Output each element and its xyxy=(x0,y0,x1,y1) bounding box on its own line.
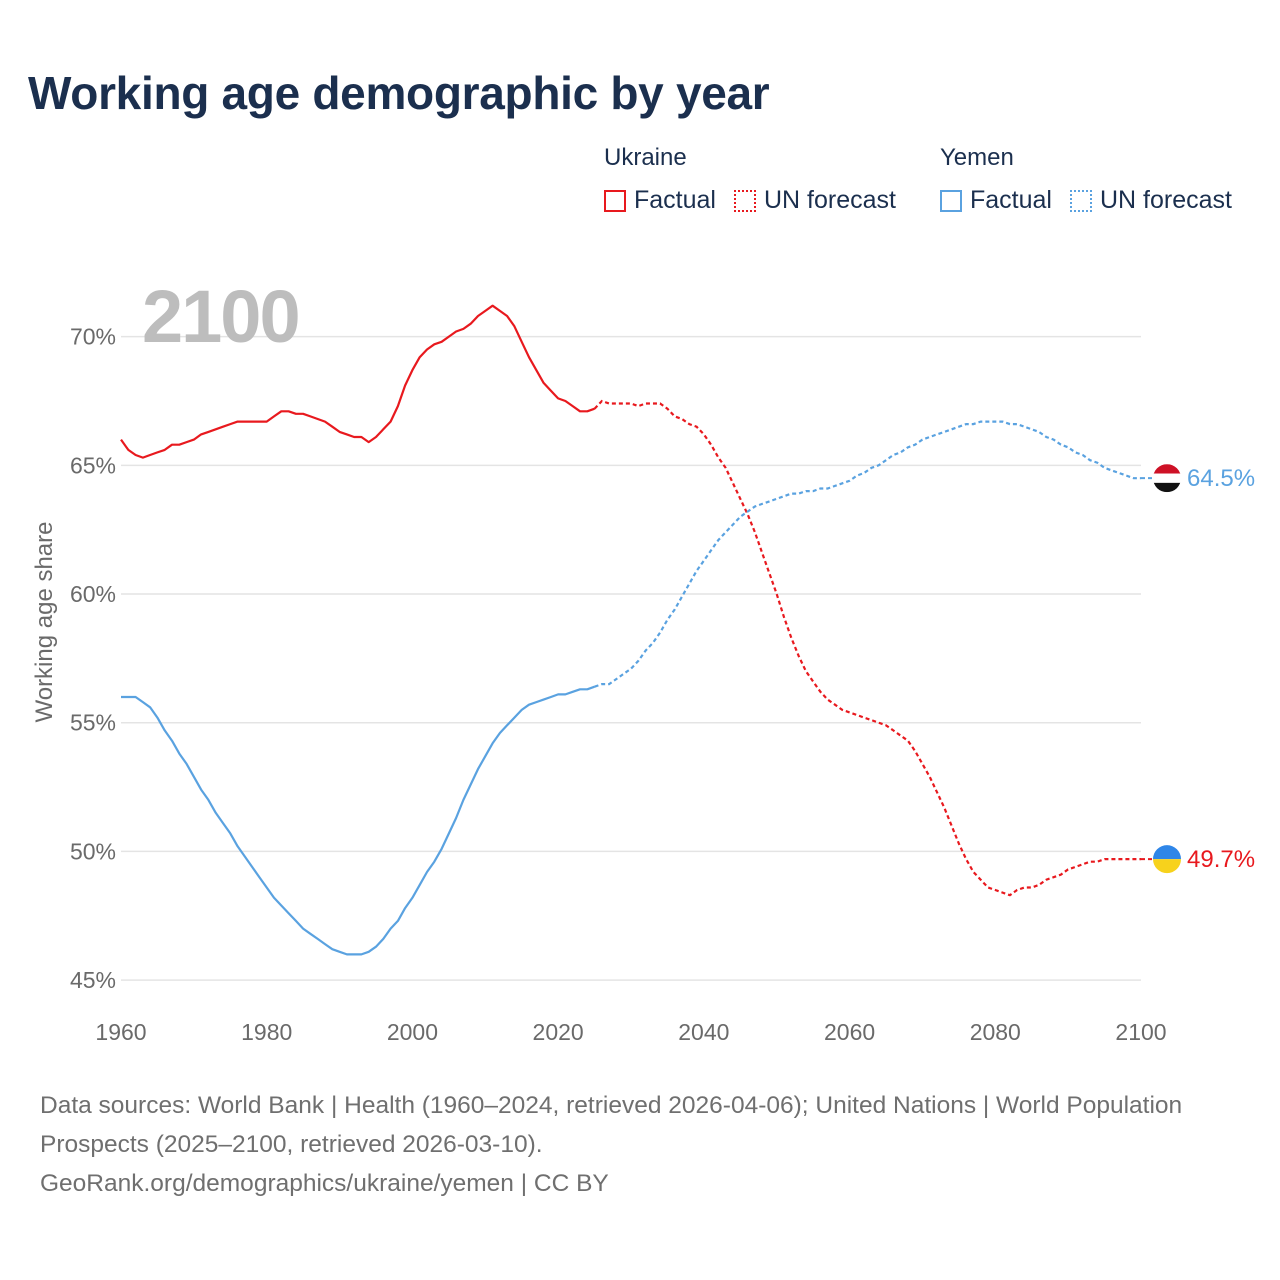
x-tick-label: 1960 xyxy=(95,1019,146,1045)
legend-item-ukraine-factual[interactable]: Factual xyxy=(604,186,716,215)
x-tick-label: 2020 xyxy=(533,1019,584,1045)
legend-group-ukraine: Ukraine Factual UN forecast xyxy=(604,144,914,215)
legend-item-yemen-forecast[interactable]: UN forecast xyxy=(1069,186,1232,215)
year-watermark: 2100 xyxy=(142,275,299,358)
series-line-ukraine-forecast[interactable] xyxy=(593,399,1141,897)
end-value-label-yemen: 64.5% xyxy=(1187,465,1255,492)
y-tick-label: 60% xyxy=(70,581,116,607)
y-axis-label: Working age share xyxy=(31,522,58,723)
legend-swatch-solid xyxy=(604,189,626,212)
footer: Data sources: World Bank | Health (1960–… xyxy=(40,1086,1240,1203)
legend-item-ukraine-forecast[interactable]: UN forecast xyxy=(733,186,896,215)
legend-group-name: Yemen xyxy=(940,144,1014,171)
y-tick-label: 45% xyxy=(70,967,116,993)
x-tick-label: 1980 xyxy=(241,1019,292,1045)
series-line-ukraine-factual[interactable] xyxy=(120,304,595,459)
end-markers: 49.7% 64.5% xyxy=(1141,464,1255,874)
legend-swatch-solid xyxy=(940,189,962,212)
x-tick-label: 2040 xyxy=(678,1019,729,1045)
gridlines xyxy=(121,335,1141,981)
legend-label: UN forecast xyxy=(763,186,896,214)
series-line-yemen-factual[interactable] xyxy=(121,685,595,956)
chart-title: Working age demographic by year xyxy=(28,67,770,119)
legend-group-name: Ukraine xyxy=(604,144,687,171)
series-lines xyxy=(120,304,1141,956)
y-tick-label: 65% xyxy=(70,452,116,478)
legend-label: UN forecast xyxy=(1099,186,1232,214)
end-value-label-ukraine: 49.7% xyxy=(1187,846,1255,873)
y-axis: 45% 50% 55% 60% 65% 70% xyxy=(70,324,116,994)
legend-group-yemen: Yemen Factual UN forecast xyxy=(940,144,1250,215)
data-sources: Data sources: World Bank | Health (1960–… xyxy=(40,1092,1183,1158)
y-tick-label: 70% xyxy=(70,324,116,350)
attribution-link[interactable]: GeoRank.org/demographics/ukraine/yemen |… xyxy=(40,1170,609,1197)
y-tick-label: 50% xyxy=(70,838,116,864)
x-tick-label: 2080 xyxy=(970,1019,1021,1045)
yemen-flag-icon xyxy=(1153,464,1181,493)
legend-item-yemen-factual[interactable]: Factual xyxy=(940,186,1052,215)
ukraine-flag-icon xyxy=(1153,845,1181,874)
x-tick-label: 2060 xyxy=(824,1019,875,1045)
x-axis: 1960 1980 2000 2020 2040 2060 2080 2100 xyxy=(95,1019,1166,1045)
legend-label: Factual xyxy=(970,186,1052,214)
x-tick-label: 2100 xyxy=(1115,1019,1166,1045)
y-tick-label: 55% xyxy=(70,710,116,736)
x-tick-label: 2000 xyxy=(387,1019,438,1045)
legend-swatch-dotted xyxy=(1069,189,1092,212)
line-chart: 2100 45% 50% 55% 60% 65% 70% 1960 1980 2000 2020… xyxy=(31,275,1255,1045)
legend-label: Factual xyxy=(634,186,716,214)
legend-swatch-dotted xyxy=(733,189,756,212)
series-line-yemen-forecast[interactable] xyxy=(594,420,1141,688)
